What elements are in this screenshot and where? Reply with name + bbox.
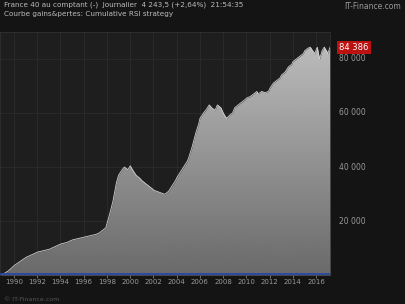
Text: © IT-Finance.com: © IT-Finance.com xyxy=(4,298,59,302)
Text: 20 000: 20 000 xyxy=(339,216,366,226)
Text: 80 000: 80 000 xyxy=(339,54,366,64)
Text: 84 386: 84 386 xyxy=(339,43,369,52)
Text: Courbe gains&pertes: Cumulative RSI strategy: Courbe gains&pertes: Cumulative RSI stra… xyxy=(4,11,173,17)
Text: IT-Finance.com: IT-Finance.com xyxy=(344,2,401,11)
Text: France 40 au comptant (-)  Journalier  4 243,5 (+2,64%)  21:54:35: France 40 au comptant (-) Journalier 4 2… xyxy=(4,2,243,8)
Text: 40 000: 40 000 xyxy=(339,163,366,171)
Text: 60 000: 60 000 xyxy=(339,109,366,117)
